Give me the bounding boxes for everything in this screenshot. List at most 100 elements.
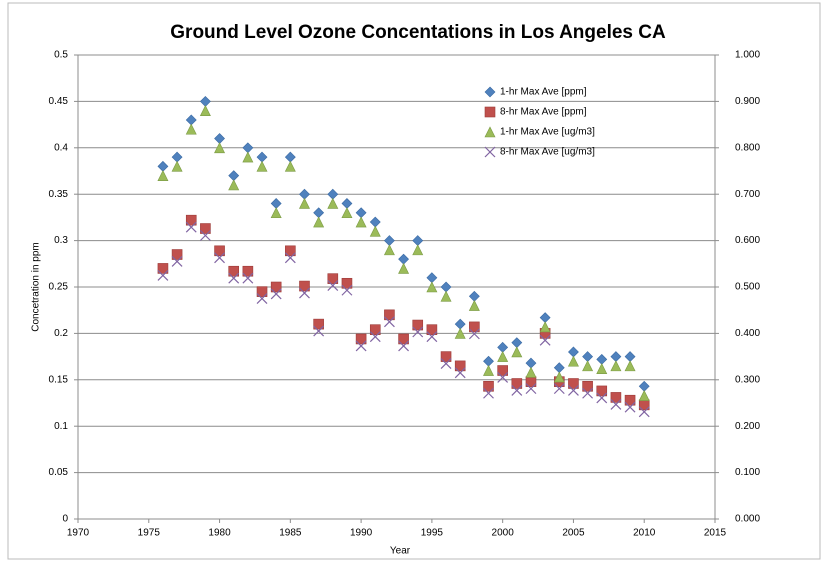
marker-stroke [582, 387, 594, 399]
y2-tick-label: 0.700 [735, 189, 760, 200]
marker-stroke [440, 358, 452, 369]
marker [185, 123, 197, 135]
y-tick-label: 0.3 [54, 235, 68, 246]
marker [327, 197, 339, 209]
marker-stroke [355, 340, 367, 352]
marker [369, 331, 381, 343]
marker [610, 398, 622, 410]
marker [171, 256, 183, 267]
marker [468, 328, 480, 340]
marker [185, 221, 197, 233]
y2-tick-label: 0.500 [735, 282, 760, 293]
marker [355, 216, 367, 228]
legend-marker [484, 146, 496, 158]
marker [299, 197, 310, 209]
marker-stroke [327, 280, 339, 292]
marker [582, 360, 594, 372]
marker-stroke [199, 230, 211, 241]
y-tick-label: 0.5 [54, 50, 68, 61]
marker [242, 272, 254, 284]
marker [426, 281, 438, 293]
marker-stroke [596, 392, 608, 404]
marker [511, 378, 523, 389]
marker [355, 340, 367, 352]
legend-marker [484, 106, 496, 118]
marker [511, 346, 523, 358]
marker [242, 151, 254, 163]
marker [440, 351, 452, 362]
marker [228, 265, 240, 277]
y2-tick-label: 0.600 [735, 235, 760, 246]
marker [383, 316, 395, 328]
marker-stroke [484, 146, 496, 158]
y2-tick-label: 0.100 [735, 467, 760, 478]
y-tick-label: 0.05 [49, 467, 69, 478]
marker [440, 290, 452, 302]
x-tick-label: 2000 [492, 528, 515, 539]
y2-tick-label: 0.800 [735, 142, 760, 153]
marker [497, 372, 509, 383]
x-tick-label: 1995 [421, 528, 444, 539]
legend-marker [484, 86, 496, 98]
marker [157, 269, 169, 281]
marker [497, 365, 508, 376]
marker [228, 179, 240, 191]
marker [157, 263, 169, 274]
legend-label: 1-hr Max Ave [ppm] [500, 87, 587, 98]
marker-stroke [157, 269, 169, 281]
legend-label: 1-hr Max Ave [ug/m3] [500, 127, 595, 138]
marker [327, 280, 339, 292]
marker [412, 244, 424, 256]
marker [398, 333, 409, 345]
marker [341, 277, 353, 289]
chart-frame [7, 2, 821, 560]
marker [200, 223, 211, 234]
marker [610, 360, 622, 372]
marker [384, 309, 395, 321]
marker [214, 252, 225, 264]
marker [426, 331, 438, 343]
marker [497, 350, 509, 362]
y2-tick-label: 1.000 [735, 50, 760, 61]
marker [638, 406, 650, 418]
marker [199, 230, 211, 241]
marker-stroke [185, 221, 197, 233]
marker-stroke [483, 387, 494, 399]
marker-stroke [383, 316, 395, 328]
marker-stroke [256, 293, 268, 305]
marker [553, 371, 565, 383]
marker [568, 378, 579, 389]
marker [214, 245, 225, 257]
marker [299, 287, 310, 299]
marker [483, 387, 494, 399]
x-tick-label: 1985 [279, 528, 302, 539]
y-tick-label: 0.1 [54, 421, 68, 432]
marker [412, 326, 424, 338]
marker [270, 281, 282, 293]
y-axis-title: Concetration in ppm [31, 242, 42, 332]
marker-stroke [270, 288, 282, 300]
marker [383, 244, 395, 256]
marker-stroke [497, 372, 509, 383]
legend-label: 8-hr Max Ave [ppm] [500, 107, 587, 118]
marker [596, 385, 608, 397]
marker [270, 288, 282, 300]
marker [185, 214, 197, 226]
marker [285, 245, 296, 257]
y2-tick-label: 0.300 [735, 374, 760, 385]
marker-stroke [610, 398, 622, 410]
marker [468, 299, 480, 311]
marker [341, 207, 353, 219]
marker [412, 319, 424, 331]
marker-stroke [369, 331, 381, 343]
marker-stroke [299, 287, 310, 299]
marker [525, 383, 537, 395]
marker [157, 169, 169, 181]
x-tick-label: 1990 [350, 528, 373, 539]
marker-stroke [468, 328, 480, 340]
marker [553, 383, 565, 395]
marker-stroke [341, 284, 353, 296]
marker [454, 327, 466, 339]
x-axis-title: Year [390, 546, 411, 557]
marker [624, 401, 636, 413]
